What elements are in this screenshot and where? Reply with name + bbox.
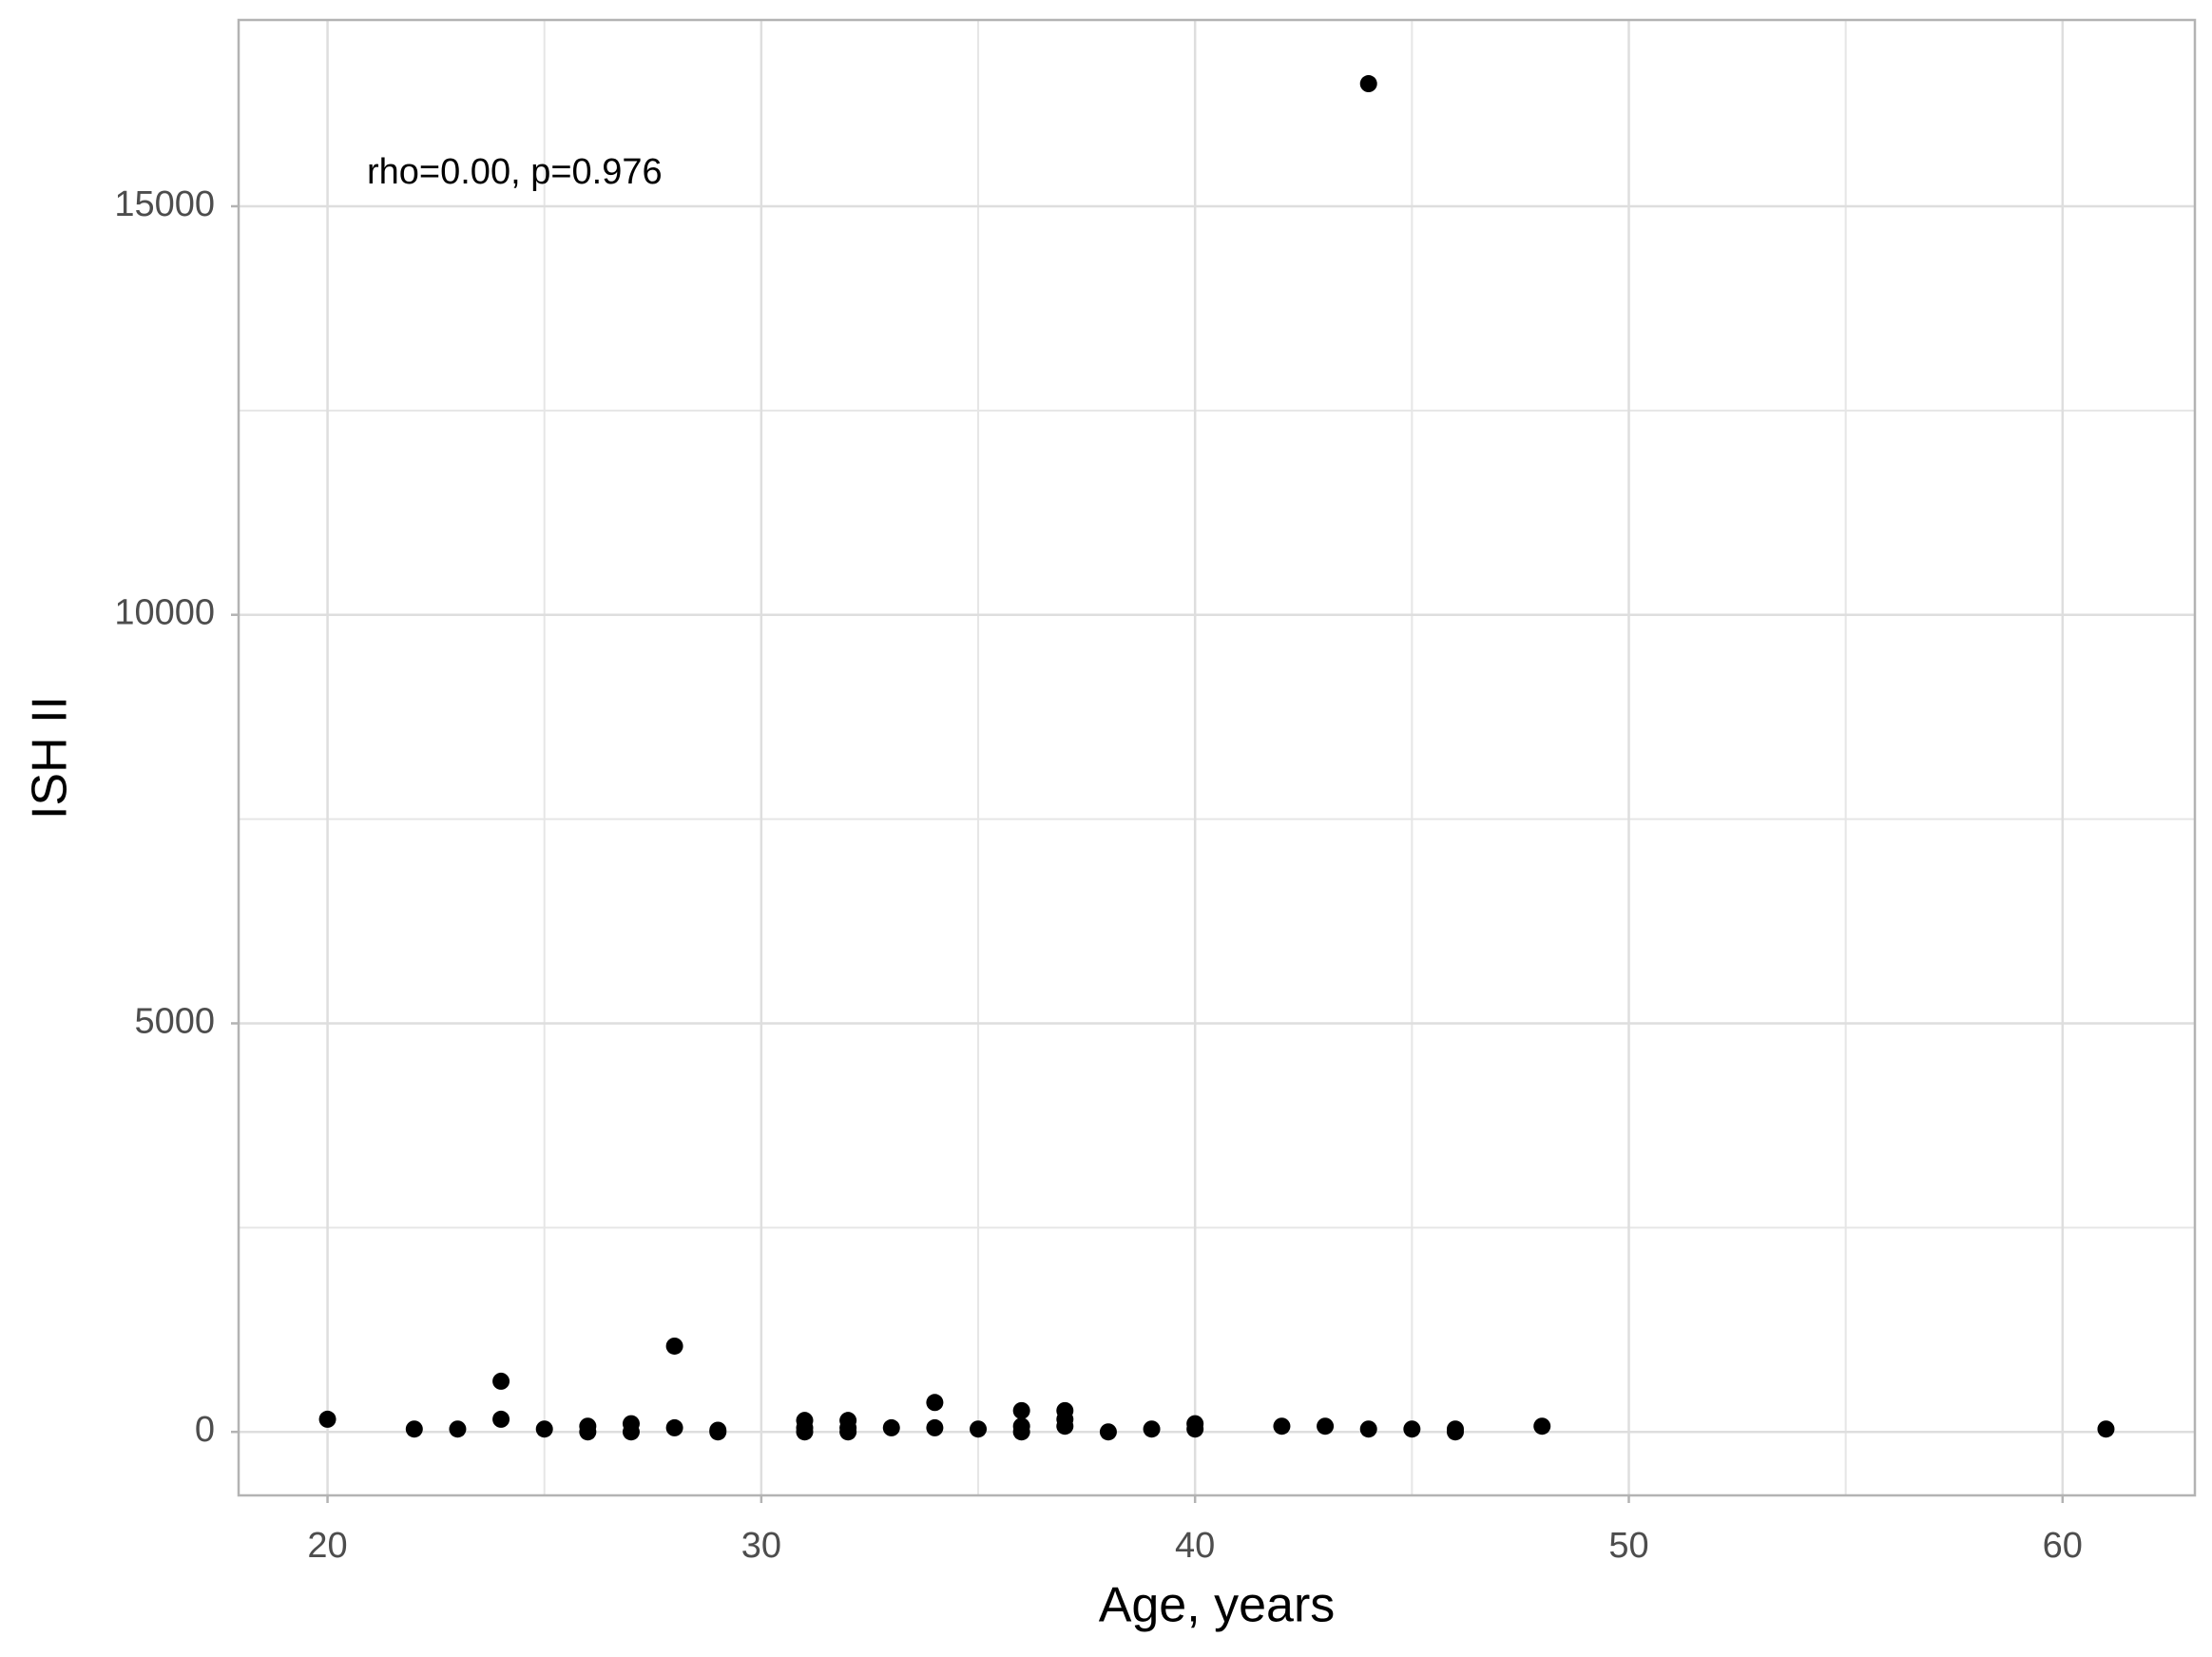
x-tick-label: 40 — [1175, 1526, 1215, 1566]
point — [1056, 1417, 1074, 1435]
point — [709, 1423, 727, 1441]
x-axis-title: Age, years — [1099, 1578, 1336, 1633]
point — [622, 1423, 640, 1441]
point — [796, 1423, 814, 1441]
point — [1403, 1420, 1421, 1438]
point — [1186, 1420, 1204, 1438]
point — [1317, 1417, 1335, 1435]
point — [1012, 1401, 1030, 1419]
point — [2097, 1420, 2115, 1438]
point — [1359, 75, 1377, 93]
point — [318, 1410, 337, 1428]
grid — [239, 20, 2195, 1495]
point — [839, 1423, 857, 1441]
point — [882, 1418, 900, 1436]
point — [492, 1372, 510, 1390]
point — [665, 1418, 683, 1436]
point — [449, 1420, 467, 1438]
point — [1012, 1423, 1030, 1441]
y-tick-label: 0 — [195, 1410, 215, 1450]
point — [1273, 1417, 1291, 1435]
points — [318, 75, 2115, 1441]
panel-border — [237, 18, 2197, 1497]
point — [1359, 1420, 1377, 1438]
y-tick-label: 10000 — [114, 593, 215, 633]
x-tick-label: 60 — [2043, 1526, 2083, 1566]
y-axis-title: ISH II — [23, 696, 78, 819]
point — [970, 1420, 988, 1438]
point — [492, 1410, 510, 1428]
y-tick-label: 5000 — [134, 1001, 215, 1041]
point — [1446, 1423, 1464, 1441]
point — [1533, 1417, 1551, 1435]
point — [926, 1418, 944, 1436]
x-tick-label: 50 — [1608, 1526, 1648, 1566]
point — [579, 1423, 597, 1441]
point — [405, 1420, 423, 1438]
point — [1143, 1420, 1161, 1438]
point — [926, 1394, 944, 1412]
x-tick-label: 20 — [307, 1526, 347, 1566]
point — [535, 1420, 553, 1438]
annotation: rho=0.00, p=0.976 — [367, 152, 663, 192]
x-tick-label: 30 — [741, 1526, 781, 1566]
point — [1099, 1423, 1117, 1441]
point — [665, 1337, 683, 1355]
y-tick-label: 15000 — [114, 184, 215, 224]
